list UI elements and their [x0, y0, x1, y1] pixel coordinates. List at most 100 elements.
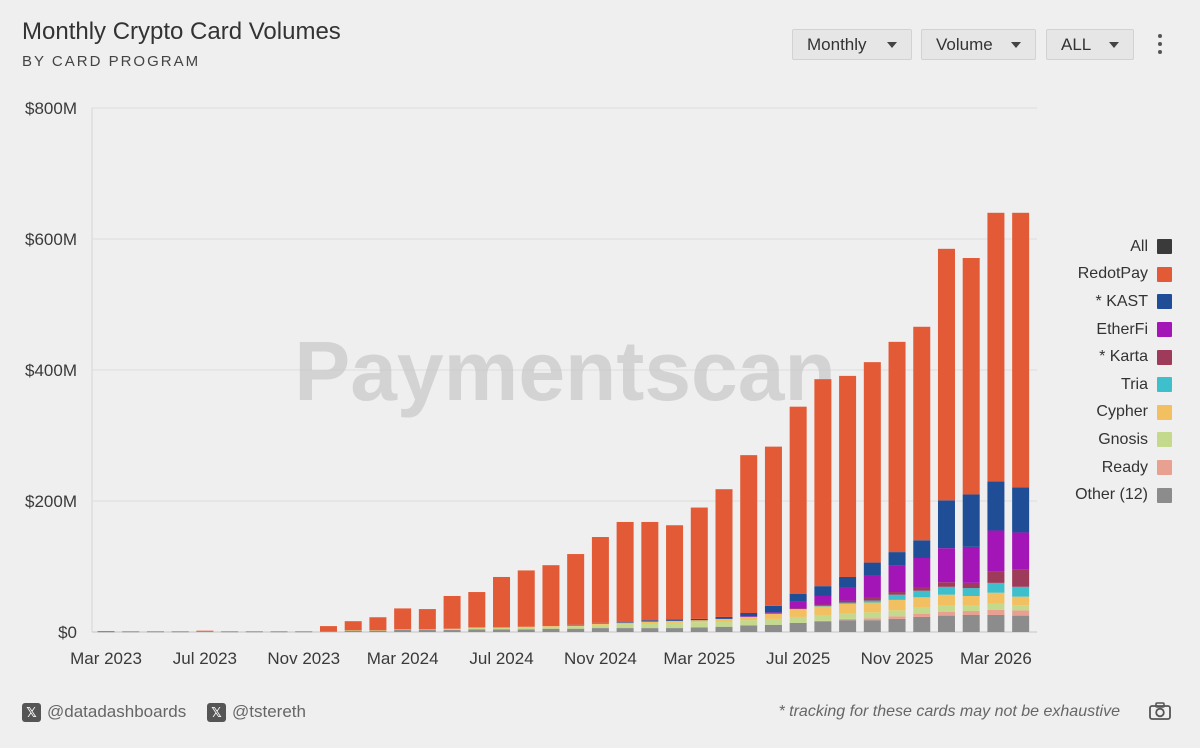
bar-segment[interactable] [715, 621, 733, 627]
bar-segment[interactable] [443, 628, 461, 631]
bar-segment[interactable] [937, 611, 955, 616]
bar-segment[interactable] [666, 620, 684, 623]
bar-segment[interactable] [1012, 596, 1030, 606]
bar-segment[interactable] [814, 604, 832, 606]
bar-segment[interactable] [962, 611, 980, 615]
bar-segment[interactable] [863, 620, 881, 632]
legend-item[interactable]: Cypher [1075, 399, 1172, 427]
bar-segment[interactable] [221, 631, 239, 632]
bar-segment[interactable] [839, 576, 857, 588]
bar-segment[interactable] [764, 612, 782, 614]
bar-segment[interactable] [814, 620, 832, 622]
bar-segment[interactable] [814, 605, 832, 607]
footer-handle-tstereth[interactable]: 𝕏 @tstereth [207, 702, 306, 722]
bar-segment[interactable] [987, 212, 1005, 482]
bar-segment[interactable] [839, 375, 857, 577]
bar-segment[interactable] [97, 631, 115, 632]
bar-segment[interactable] [394, 630, 412, 632]
bar-segment[interactable] [418, 630, 436, 632]
bar-segment[interactable] [789, 406, 807, 595]
bar-segment[interactable] [369, 630, 387, 632]
camera-icon[interactable] [1149, 702, 1171, 720]
bar-segment[interactable] [666, 628, 684, 632]
bar-segment[interactable] [616, 521, 634, 623]
bar-segment[interactable] [517, 629, 535, 632]
bar-segment[interactable] [591, 622, 609, 624]
bar-segment[interactable] [542, 626, 560, 627]
bar-segment[interactable] [171, 631, 189, 633]
bar-segment[interactable] [591, 623, 609, 625]
bar-segment[interactable] [740, 616, 758, 617]
bar-segment[interactable] [196, 631, 214, 632]
bar-segment[interactable] [839, 600, 857, 603]
bar-segment[interactable] [888, 594, 906, 600]
bar-segment[interactable] [493, 629, 511, 632]
legend-item[interactable]: All [1075, 233, 1172, 261]
bar-segment[interactable] [1012, 487, 1030, 533]
bar-segment[interactable] [443, 595, 461, 629]
bar-segment[interactable] [814, 606, 832, 615]
bar-segment[interactable] [987, 603, 1005, 610]
bar-segment[interactable] [814, 614, 832, 621]
bar-segment[interactable] [666, 622, 684, 629]
bar-segment[interactable] [888, 599, 906, 611]
bar-segment[interactable] [814, 621, 832, 632]
bar-segment[interactable] [863, 562, 881, 576]
bar-segment[interactable] [839, 620, 857, 632]
bar-segment[interactable] [295, 631, 313, 632]
bar-segment[interactable] [690, 627, 708, 632]
bar-segment[interactable] [937, 594, 955, 606]
bar-segment[interactable] [591, 624, 609, 629]
bar-segment[interactable] [962, 605, 980, 612]
bar-segment[interactable] [764, 613, 782, 619]
bar-segment[interactable] [97, 631, 115, 633]
bar-segment[interactable] [789, 609, 807, 617]
legend-item[interactable]: EtherFi [1075, 316, 1172, 344]
bar-segment[interactable] [344, 630, 362, 632]
bar-segment[interactable] [616, 628, 634, 632]
bar-segment[interactable] [567, 624, 585, 626]
bar-segment[interactable] [740, 616, 758, 621]
legend-item[interactable]: RedotPay [1075, 261, 1172, 289]
bar-segment[interactable] [443, 630, 461, 632]
bar-segment[interactable] [542, 626, 560, 629]
bar-segment[interactable] [1012, 532, 1030, 570]
bar-segment[interactable] [789, 608, 807, 610]
bar-segment[interactable] [517, 626, 535, 628]
bar-segment[interactable] [863, 602, 881, 613]
bar-segment[interactable] [666, 619, 684, 621]
bar-segment[interactable] [863, 612, 881, 619]
bar-segment[interactable] [740, 625, 758, 632]
bar-segment[interactable] [591, 628, 609, 632]
bar-segment[interactable] [468, 627, 486, 629]
bar-segment[interactable] [888, 618, 906, 632]
bar-segment[interactable] [221, 631, 239, 633]
bar-segment[interactable] [591, 537, 609, 623]
legend-item[interactable]: * KAST [1075, 288, 1172, 316]
bar-segment[interactable] [344, 630, 362, 631]
bar-segment[interactable] [937, 248, 955, 501]
filter-dropdown[interactable]: ALL [1046, 29, 1134, 60]
bar-segment[interactable] [888, 616, 906, 619]
legend-item[interactable]: * Karta [1075, 343, 1172, 371]
bar-segment[interactable] [987, 481, 1005, 531]
kebab-menu-icon[interactable] [1152, 34, 1168, 58]
bar-segment[interactable] [962, 546, 980, 583]
bar-segment[interactable] [542, 628, 560, 632]
bar-segment[interactable] [839, 602, 857, 604]
bar-segment[interactable] [517, 570, 535, 627]
bar-segment[interactable] [567, 625, 585, 627]
bar-segment[interactable] [789, 622, 807, 632]
bar-segment[interactable] [789, 594, 807, 602]
bar-segment[interactable] [937, 605, 955, 612]
bar-segment[interactable] [1012, 610, 1030, 616]
bar-segment[interactable] [987, 530, 1005, 572]
legend-item[interactable]: Ready [1075, 454, 1172, 482]
bar-segment[interactable] [814, 595, 832, 605]
bar-segment[interactable] [839, 587, 857, 601]
bar-segment[interactable] [962, 595, 980, 606]
bar-segment[interactable] [418, 629, 436, 631]
bar-segment[interactable] [616, 624, 634, 629]
bar-segment[interactable] [715, 616, 733, 619]
bar-segment[interactable] [122, 631, 140, 632]
